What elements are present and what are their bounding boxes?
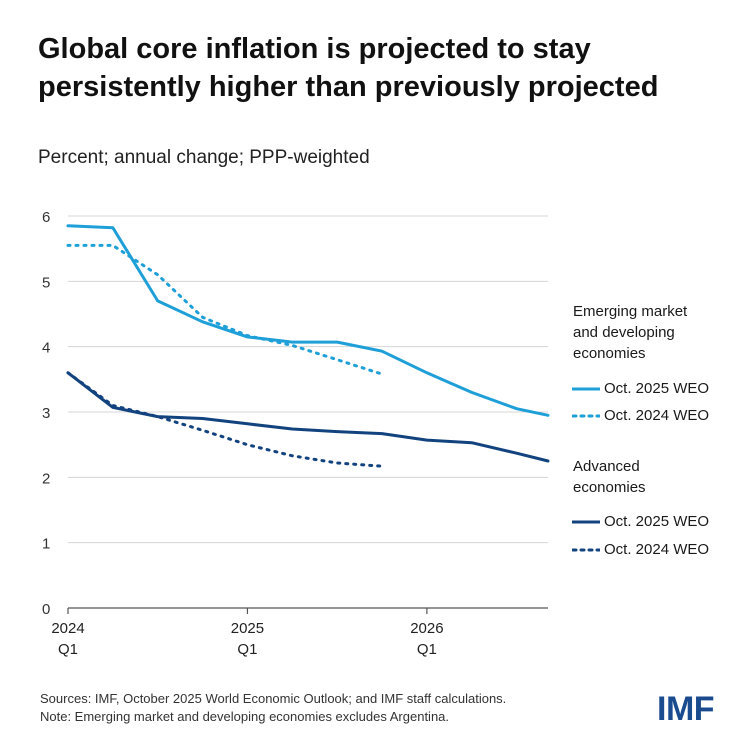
series-line-adv-oct2024 — [66, 371, 384, 468]
series-line-adv-oct2025 — [66, 371, 550, 463]
title-line-1: Global core inflation is projected to st… — [38, 33, 591, 65]
series-line-emde-oct2024 — [66, 243, 384, 376]
y-tick-label-3: 3 — [42, 405, 50, 422]
y-tick-label-4: 4 — [42, 340, 50, 357]
sources-text: Sources: IMF, October 2025 World Economi… — [40, 691, 507, 706]
legend-swatch-emde-solid — [572, 387, 600, 390]
legend-heading-emde: Emerging market and developing economies — [573, 303, 688, 362]
legend-swatch-adv-dotted — [572, 548, 600, 551]
x-tick-year-2024: 2024 — [51, 620, 84, 637]
note-text: Note: Emerging market and developing eco… — [40, 709, 450, 724]
legend-swatch-emde-dotted — [572, 414, 600, 417]
x-tick-year-2026: 2026 — [410, 620, 443, 637]
imf-logo: IMF — [657, 690, 715, 728]
legend-swatch-adv-solid — [572, 520, 600, 523]
legend-heading-advanced: Advanced economies — [573, 458, 646, 496]
y-tick-label-0: 0 — [42, 601, 50, 618]
y-tick-label-2: 2 — [42, 470, 50, 487]
y-tick-label-1: 1 — [42, 536, 50, 553]
chart-title: Global core inflation is projected to st… — [38, 30, 728, 106]
legend-item-adv-2025: Oct. 2025 WEO — [572, 513, 709, 530]
footer-notes: Sources: IMF, October 2025 World Economi… — [40, 690, 506, 726]
series-line-emde-oct2025 — [66, 224, 550, 417]
y-tick-label-5: 5 — [42, 274, 50, 291]
x-tick-quarter-2025: Q1 — [237, 641, 257, 658]
x-tick-quarter-2024: Q1 — [58, 641, 78, 658]
y-tick-label-6: 6 — [42, 209, 50, 226]
legend-item-emde-2024: Oct. 2024 WEO — [572, 407, 709, 424]
chart-subtitle: Percent; annual change; PPP-weighted — [38, 147, 370, 168]
legend-item-emde-2025: Oct. 2025 WEO — [572, 380, 709, 397]
title-line-2: persistently higher than previously proj… — [38, 71, 659, 103]
x-tick-year-2025: 2025 — [231, 620, 264, 637]
x-tick-quarter-2026: Q1 — [417, 641, 437, 658]
legend-item-adv-2024: Oct. 2024 WEO — [572, 541, 709, 558]
